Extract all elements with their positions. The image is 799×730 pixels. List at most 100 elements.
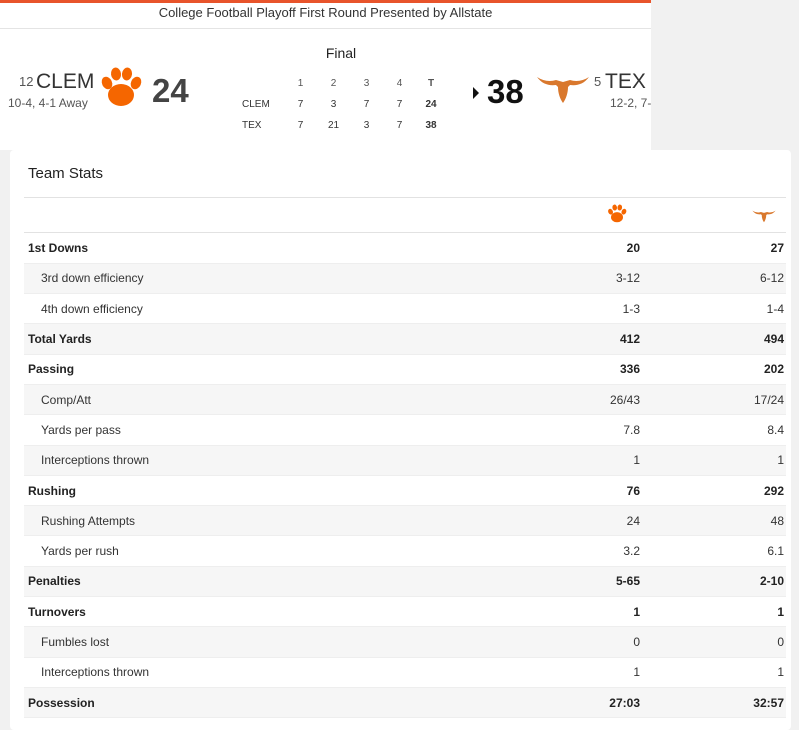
team-stats-card: Team Stats 1st Downs 20 27 3rd down effi… (10, 150, 791, 730)
linescore-header-q3: 3 (363, 78, 370, 89)
away-abbr[interactable]: CLEM (36, 70, 95, 93)
longhorn-icon[interactable] (536, 74, 590, 104)
home-abbr[interactable]: TEX (605, 70, 646, 93)
stat-row: Yards per pass 7.8 8.4 (24, 414, 786, 446)
stat-label: Rushing Attempts (24, 505, 510, 537)
home-stat-value: 1 (640, 657, 786, 688)
home-stat-value: 2-10 (640, 566, 786, 598)
stat-row: Total Yards 412 494 (24, 323, 786, 355)
home-stat-value: 1-4 (640, 293, 786, 325)
linescore-header-q4: 4 (396, 78, 403, 89)
linescore-team: CLEM (242, 99, 270, 110)
away-record: 10-4, 4-1 Away (8, 96, 88, 110)
home-stat-value: 17/24 (640, 384, 786, 416)
stat-row: Interceptions thrown 1 1 (24, 445, 786, 476)
stat-row: 1st Downs 20 27 (24, 233, 786, 264)
team-logo-row (24, 198, 786, 233)
linescore-table: 1 2 3 4 T CLEM 7 3 7 7 24 TEX 7 21 3 7 3… (242, 73, 446, 136)
home-stat-value: 6-12 (640, 263, 786, 295)
linescore-q2: 21 (327, 120, 340, 131)
home-stat-value: 8.4 (640, 414, 786, 446)
away-stat-value: 1-3 (510, 293, 640, 325)
linescore-header-total: T (427, 78, 435, 89)
stat-label: Yards per rush (24, 535, 510, 567)
away-stat-value: 0 (510, 626, 640, 658)
linescore-header-row: 1 2 3 4 T (242, 73, 446, 94)
stat-row: Yards per rush 3.2 6.1 (24, 535, 786, 567)
home-stat-value: 1 (640, 445, 786, 476)
away-stat-value: 5-65 (510, 566, 640, 598)
linescore-q1: 7 (297, 99, 304, 110)
linescore-header-q2: 2 (330, 78, 337, 89)
away-stat-value: 26/43 (510, 384, 640, 416)
home-stat-value: 6.1 (640, 535, 786, 567)
linescore-q4: 7 (396, 99, 403, 110)
linescore-row: TEX 7 21 3 7 38 (242, 115, 446, 136)
stat-label: Yards per pass (24, 414, 510, 446)
longhorn-icon (752, 210, 776, 223)
linescore-q2: 3 (330, 99, 337, 110)
home-stat-value: 494 (640, 323, 786, 355)
stat-label: Possession (24, 687, 510, 719)
stat-row: 3rd down efficiency 3-12 6-12 (24, 263, 786, 295)
linescore-header-blank (242, 73, 284, 94)
stat-label: Interceptions thrown (24, 657, 510, 688)
stat-label: Total Yards (24, 323, 510, 355)
away-stat-value: 1 (510, 657, 640, 688)
clemson-paw-icon (608, 204, 627, 223)
team-stats-table: 1st Downs 20 27 3rd down efficiency 3-12… (24, 233, 786, 719)
linescore-q4: 7 (396, 120, 403, 131)
linescore-row: CLEM 7 3 7 7 24 (242, 94, 446, 115)
home-stat-value: 0 (640, 626, 786, 658)
away-stat-value: 27:03 (510, 687, 640, 719)
stat-label: Passing (24, 354, 510, 385)
home-record: 12-2, 7- (610, 96, 651, 110)
stat-row: 4th down efficiency 1-3 1-4 (24, 293, 786, 325)
stat-label: 3rd down efficiency (24, 263, 510, 295)
linescore-total: 38 (425, 120, 437, 131)
stat-row: Rushing 76 292 (24, 475, 786, 507)
stat-label: Rushing (24, 475, 510, 507)
away-stat-value: 3.2 (510, 535, 640, 567)
divider (24, 197, 786, 198)
away-stat-value: 20 (510, 233, 640, 264)
stat-row: Penalties 5-65 2-10 (24, 566, 786, 598)
away-stat-value: 336 (510, 354, 640, 385)
stat-row: Possession 27:03 32:57 (24, 687, 786, 719)
linescore-q3: 7 (363, 99, 370, 110)
away-stat-value: 76 (510, 475, 640, 507)
home-stat-value: 27 (640, 233, 786, 264)
away-score: 24 (152, 72, 189, 109)
accent-bar (0, 0, 651, 3)
clemson-paw-icon[interactable] (95, 62, 147, 114)
linescore-header-q1: 1 (297, 78, 304, 89)
away-stat-value: 24 (510, 505, 640, 537)
linescore-q3: 3 (363, 120, 370, 131)
stat-label: Turnovers (24, 596, 510, 628)
stat-row: Comp/Att 26/43 17/24 (24, 384, 786, 416)
home-stat-value: 292 (640, 475, 786, 507)
divider (0, 28, 651, 29)
stat-label: Interceptions thrown (24, 445, 510, 476)
home-stat-value: 48 (640, 505, 786, 537)
stat-label: 4th down efficiency (24, 293, 510, 325)
stat-label: Comp/Att (24, 384, 510, 416)
away-stat-value: 7.8 (510, 414, 640, 446)
team-stats-title: Team Stats (28, 165, 104, 182)
linescore-team: TEX (242, 120, 262, 131)
home-stat-value: 1 (640, 596, 786, 628)
game-note[interactable]: College Football Playoff First Round Pre… (158, 5, 493, 20)
away-team[interactable]: 12 CLEM 10-4, 4-1 Away 24 (0, 62, 205, 122)
winner-caret-icon (473, 87, 479, 99)
stat-row: Passing 336 202 (24, 354, 786, 385)
game-status: Final (325, 45, 357, 61)
linescore-q1: 7 (297, 120, 304, 131)
scoreboard-header: College Football Playoff First Round Pre… (0, 0, 651, 150)
stat-row: Interceptions thrown 1 1 (24, 657, 786, 688)
home-team[interactable]: 38 5 TEX 12-2, 7- (470, 62, 651, 122)
stat-label: Penalties (24, 566, 510, 598)
stat-row: Fumbles lost 0 0 (24, 626, 786, 658)
away-stat-value: 412 (510, 323, 640, 355)
away-stat-value: 1 (510, 596, 640, 628)
away-rank: 12 (19, 74, 34, 89)
